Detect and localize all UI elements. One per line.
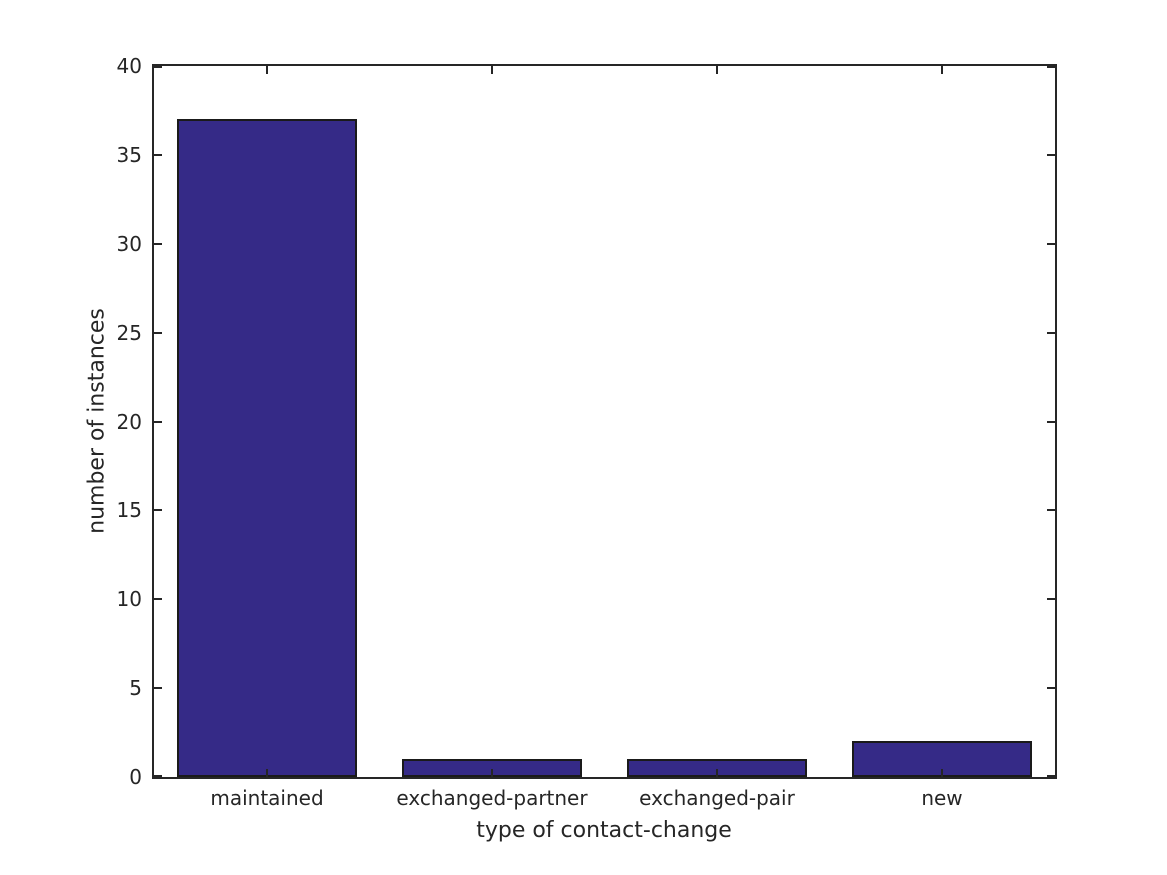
y-tick-label: 15 (116, 498, 142, 522)
bar-maintained (177, 119, 357, 777)
x-tick-label: maintained (210, 786, 324, 810)
y-tick-label: 25 (116, 321, 142, 345)
x-tick-label: exchanged-pair (639, 786, 795, 810)
y-tick-left (154, 332, 162, 334)
y-tick-label: 0 (129, 765, 142, 789)
y-tick-right (1047, 598, 1055, 600)
x-tick-top (491, 66, 493, 74)
x-tick-bottom (491, 769, 493, 777)
y-tick-left (154, 154, 162, 156)
y-tick-left (154, 509, 162, 511)
x-tick-label: new (921, 786, 963, 810)
y-tick-label: 40 (116, 54, 142, 78)
x-tick-top (941, 66, 943, 74)
x-tick-top (266, 66, 268, 74)
y-tick-label: 30 (116, 232, 142, 256)
y-tick-left (154, 598, 162, 600)
y-tick-left (154, 687, 162, 689)
y-tick-right (1047, 66, 1055, 68)
y-tick-right (1047, 332, 1055, 334)
y-tick-label: 35 (116, 143, 142, 167)
y-tick-right (1047, 509, 1055, 511)
y-tick-right (1047, 421, 1055, 423)
y-tick-right (1047, 154, 1055, 156)
y-tick-right (1047, 775, 1055, 777)
y-tick-left (154, 66, 162, 68)
x-tick-label: exchanged-partner (396, 786, 588, 810)
y-tick-left (154, 243, 162, 245)
x-axis-label: type of contact-change (476, 818, 732, 843)
y-tick-left (154, 775, 162, 777)
y-tick-label: 20 (116, 410, 142, 434)
x-tick-top (716, 66, 718, 74)
y-tick-right (1047, 687, 1055, 689)
y-tick-label: 5 (129, 676, 142, 700)
x-tick-bottom (716, 769, 718, 777)
x-tick-bottom (266, 769, 268, 777)
y-tick-right (1047, 243, 1055, 245)
y-tick-left (154, 421, 162, 423)
plot-area (152, 64, 1057, 779)
y-tick-label: 10 (116, 587, 142, 611)
x-tick-bottom (941, 769, 943, 777)
